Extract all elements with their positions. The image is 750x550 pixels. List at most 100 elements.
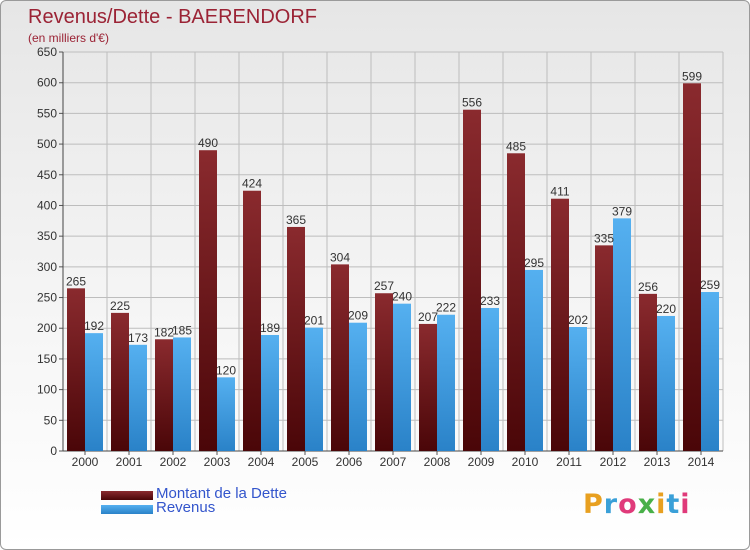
x-tick-label: 2013: [644, 455, 671, 469]
data-label-revenus: 120: [216, 363, 236, 377]
data-label-dette: 182: [154, 325, 174, 339]
y-tick-label: 50: [44, 413, 58, 427]
x-tick-label: 2008: [424, 455, 451, 469]
bar-revenus: [217, 377, 235, 451]
bar-dette: [463, 109, 481, 451]
logo-letter: x: [637, 489, 657, 520]
y-tick-label: 550: [37, 106, 57, 120]
bar-revenus: [305, 327, 323, 451]
bar-revenus: [481, 307, 499, 451]
data-label-revenus: 259: [700, 278, 720, 292]
data-label-dette: 335: [594, 231, 614, 245]
y-tick-label: 300: [37, 260, 57, 274]
bar-revenus: [569, 327, 587, 451]
bar-revenus: [613, 218, 631, 451]
logo-letter: t: [666, 489, 681, 520]
x-tick-label: 2007: [380, 455, 407, 469]
x-tick-label: 2004: [248, 455, 275, 469]
data-label-dette: 599: [682, 69, 702, 83]
bar-revenus: [349, 322, 367, 451]
y-tick-label: 200: [37, 321, 57, 335]
data-label-dette: 265: [66, 274, 86, 288]
data-label-revenus: 201: [304, 314, 324, 328]
y-tick-label: 400: [37, 198, 57, 212]
data-label-dette: 411: [550, 185, 569, 199]
logo-letter: i: [656, 489, 667, 520]
x-tick-label: 2011: [556, 455, 582, 469]
data-label-dette: 207: [418, 310, 438, 324]
data-label-dette: 256: [638, 280, 658, 294]
y-tick-label: 600: [37, 76, 57, 90]
logo-letter: i: [680, 489, 691, 520]
bar-dette: [595, 245, 613, 451]
x-tick-label: 2010: [512, 455, 539, 469]
data-label-revenus: 209: [348, 309, 368, 323]
legend-label-revenus: Revenus: [156, 499, 216, 516]
bar-dette: [155, 339, 173, 451]
x-tick-label: 2009: [468, 455, 495, 469]
bar-dette: [243, 190, 261, 451]
proxiti-logo: Proxiti: [583, 489, 691, 520]
logo-letter: P: [583, 489, 604, 520]
x-tick-label: 2003: [204, 455, 231, 469]
data-label-revenus: 295: [524, 256, 544, 270]
y-tick-label: 100: [37, 383, 57, 397]
logo-letter: r: [603, 489, 619, 520]
data-label-dette: 304: [330, 250, 350, 264]
data-label-revenus: 192: [84, 319, 104, 333]
bar-dette: [683, 83, 701, 451]
bar-dette: [639, 293, 657, 451]
data-label-dette: 225: [110, 299, 130, 313]
bar-revenus: [173, 337, 191, 451]
x-tick-label: 2002: [160, 455, 187, 469]
bar-dette: [551, 198, 569, 451]
bar-revenus: [437, 314, 455, 451]
y-tick-label: 650: [37, 45, 57, 59]
bar-dette: [111, 312, 129, 451]
data-label-dette: 485: [506, 139, 526, 153]
bar-revenus: [701, 292, 719, 451]
x-tick-label: 2014: [688, 455, 715, 469]
data-label-revenus: 173: [128, 331, 148, 345]
bars: [67, 83, 719, 452]
bar-revenus: [657, 315, 675, 451]
data-label-dette: 490: [198, 136, 218, 150]
data-label-dette: 556: [462, 96, 482, 110]
bar-revenus: [85, 333, 103, 451]
chart-subtitle: (en milliers d'€): [28, 31, 109, 45]
y-tick-label: 0: [50, 444, 57, 458]
bar-dette: [67, 288, 85, 451]
chart-title: Revenus/Dette - BAERENDORF: [28, 6, 317, 28]
bar-dette: [199, 150, 217, 451]
x-tick-label: 2000: [72, 455, 99, 469]
data-label-revenus: 240: [392, 290, 412, 304]
x-tick-label: 2012: [600, 455, 627, 469]
data-label-dette: 424: [242, 177, 262, 191]
data-label-dette: 257: [374, 279, 394, 293]
y-tick-label: 150: [37, 352, 57, 366]
data-label-revenus: 222: [436, 301, 456, 315]
y-tick-label: 500: [37, 137, 57, 151]
bar-revenus: [393, 303, 411, 451]
x-tick-label: 2006: [336, 455, 363, 469]
data-label-revenus: 233: [480, 294, 500, 308]
data-label-revenus: 189: [260, 321, 280, 335]
data-label-revenus: 379: [612, 204, 632, 218]
bar-revenus: [261, 334, 279, 451]
bar-revenus: [129, 344, 147, 451]
bar-dette: [419, 323, 437, 451]
x-tick-label: 2005: [292, 455, 319, 469]
y-tick-label: 450: [37, 168, 57, 182]
bar-dette: [331, 264, 349, 451]
data-label-revenus: 185: [172, 323, 192, 337]
data-label-revenus: 202: [568, 313, 588, 327]
y-tick-label: 250: [37, 291, 57, 305]
x-tick-label: 2001: [116, 455, 143, 469]
axes: 0 50 100 150 200 250 300 350 400 450 500 550 600 650 2…: [37, 45, 723, 469]
bar-dette: [507, 153, 525, 452]
y-tick-label: 350: [37, 229, 57, 243]
logo-letter: o: [618, 489, 638, 520]
